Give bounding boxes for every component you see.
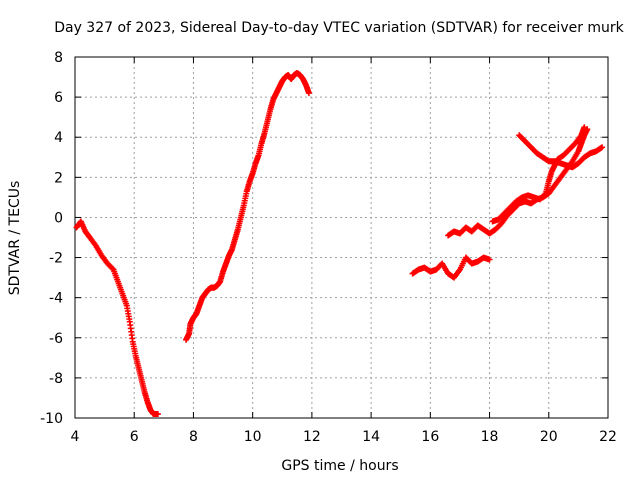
plot-frame (74, 56, 609, 419)
y-tick-label: 2 (54, 170, 63, 186)
x-tick-label: 22 (599, 429, 617, 445)
x-axis-label: GPS time / hours (281, 458, 398, 474)
y-tick-label: -10 (40, 411, 63, 427)
data-point (541, 191, 548, 198)
data-point (305, 90, 312, 97)
y-tick-label: -8 (49, 371, 63, 387)
y-axis-ticks: -10 -8 -6 -4 -2 0 2 4 6 8 (40, 50, 608, 427)
x-tick-label: 8 (189, 429, 198, 445)
data-point (109, 265, 116, 272)
data-points (73, 70, 606, 417)
y-tick-label: -6 (49, 331, 63, 347)
x-tick-label: 16 (421, 429, 439, 445)
data-point (599, 144, 606, 151)
x-tick-label: 4 (71, 429, 80, 445)
plot-border (74, 56, 609, 419)
chart-title: Day 327 of 2023, Sidereal Day-to-day VTE… (54, 20, 624, 36)
x-tick-label: 20 (540, 429, 558, 445)
y-axis-label: SDTVAR / TECUs (7, 181, 23, 296)
x-tick-label: 12 (303, 429, 321, 445)
y-tick-label: 4 (54, 130, 63, 146)
x-tick-label: 18 (481, 429, 499, 445)
data-point (154, 410, 161, 417)
y-tick-label: 6 (54, 90, 63, 106)
data-point (486, 256, 493, 263)
y-tick-label: -4 (49, 291, 63, 307)
x-tick-label: 6 (130, 429, 139, 445)
data-point (581, 124, 588, 131)
y-tick-label: -2 (49, 251, 63, 267)
grid-lines (75, 57, 608, 418)
x-tick-label: 14 (362, 429, 380, 445)
y-tick-label: 0 (54, 210, 63, 226)
y-tick-label: 8 (54, 50, 63, 66)
x-axis-ticks: 4 6 8 10 12 14 16 18 20 22 (71, 57, 617, 445)
x-tick-label: 10 (244, 429, 262, 445)
